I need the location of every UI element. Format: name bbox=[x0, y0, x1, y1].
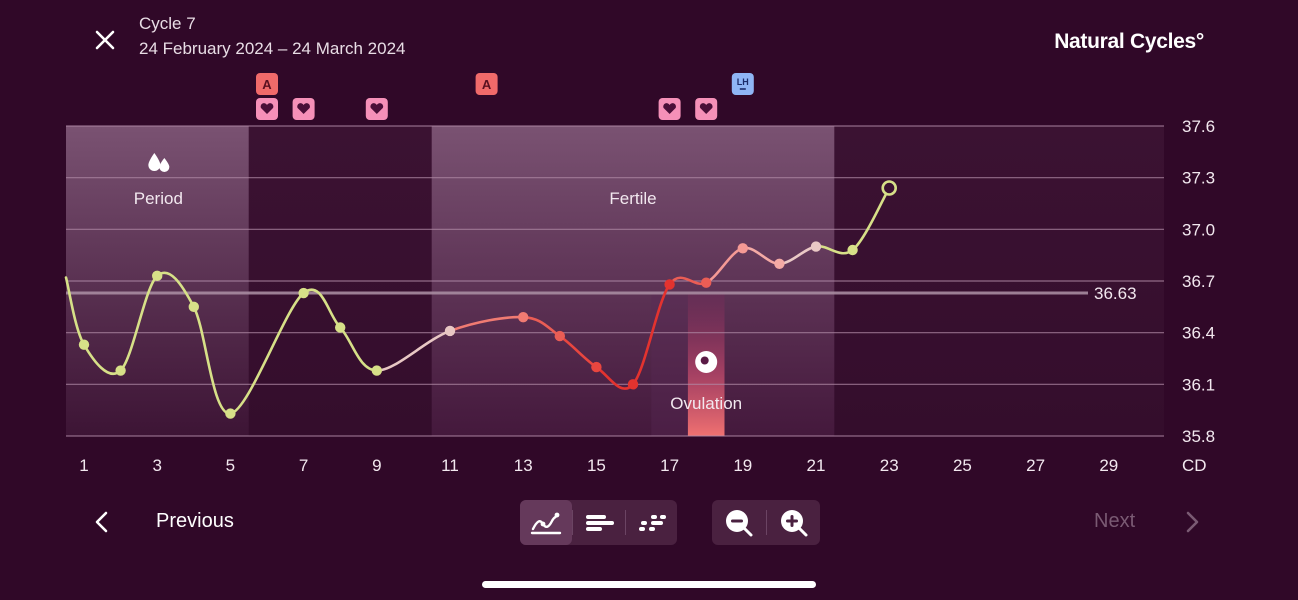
cycle-title: Cycle 7 bbox=[139, 14, 196, 33]
temperature-point[interactable] bbox=[591, 361, 602, 373]
drops-icon bbox=[148, 153, 170, 172]
bar-view-button[interactable] bbox=[573, 500, 625, 545]
x-tick-label: 19 bbox=[733, 456, 752, 475]
heart-icon bbox=[260, 103, 274, 114]
x-tick-label: 23 bbox=[880, 456, 899, 475]
dots-view-button[interactable] bbox=[626, 500, 677, 545]
temperature-line-segment bbox=[64, 276, 86, 347]
x-tick-label: 9 bbox=[372, 456, 381, 475]
zoom-in-icon bbox=[780, 509, 807, 536]
line-graph-view-button[interactable] bbox=[520, 500, 572, 545]
temperature-point[interactable] bbox=[774, 258, 785, 269]
temperature-point[interactable] bbox=[847, 244, 858, 256]
drop-shape bbox=[148, 153, 161, 171]
zoom-in-button[interactable] bbox=[767, 500, 820, 545]
x-tick-label: 25 bbox=[953, 456, 972, 475]
x-tick-label: 3 bbox=[152, 456, 161, 475]
temperature-point[interactable] bbox=[298, 287, 309, 299]
heart-icon bbox=[699, 103, 713, 114]
temperature-point[interactable] bbox=[225, 408, 236, 419]
x-tick-label: 27 bbox=[1026, 456, 1045, 475]
temperature-line-segment bbox=[192, 305, 232, 415]
next-button[interactable]: Next bbox=[1094, 510, 1136, 532]
zoom-out-icon bbox=[726, 509, 753, 536]
view-divider bbox=[572, 510, 573, 535]
temperature-line-segment bbox=[631, 283, 671, 386]
x-tick-label: 11 bbox=[441, 456, 459, 475]
temperature-point[interactable] bbox=[188, 301, 199, 313]
zoom-controls bbox=[712, 500, 820, 545]
temperature-chart[interactable]: Period Fertile Ovulation 37.6 37.3 37.0 36.7 36… bbox=[0, 0, 1298, 500]
temperature-point[interactable] bbox=[664, 279, 675, 290]
temperature-line-segment bbox=[375, 329, 452, 372]
y-tick-label: 37.6 bbox=[1182, 117, 1215, 136]
temperature-line-segment bbox=[302, 288, 342, 329]
temperature-point[interactable] bbox=[115, 365, 126, 376]
temperature-point[interactable] bbox=[554, 330, 565, 342]
y-tick-label: 37.3 bbox=[1182, 169, 1215, 188]
a-marker-label: A bbox=[482, 77, 492, 92]
heart-icon bbox=[663, 103, 676, 114]
drop-shape bbox=[159, 158, 170, 172]
egg-yolk bbox=[700, 356, 709, 365]
temperature-point[interactable] bbox=[78, 339, 90, 350]
zoom-out-button[interactable] bbox=[712, 500, 766, 545]
temperature-point[interactable] bbox=[152, 270, 163, 282]
heart-icon bbox=[370, 103, 384, 114]
a-marker-label: A bbox=[262, 77, 272, 92]
y-tick-label: 36.4 bbox=[1182, 324, 1215, 343]
fertile-label: Fertile bbox=[609, 189, 656, 208]
line-graph-icon bbox=[530, 512, 562, 534]
x-tick-label: 1 bbox=[79, 456, 88, 475]
x-tick-label: 15 bbox=[587, 456, 606, 475]
temperature-point[interactable] bbox=[810, 241, 822, 252]
ovulation-label: Ovulation bbox=[670, 394, 742, 413]
a-marker[interactable] bbox=[256, 73, 278, 95]
home-indicator[interactable] bbox=[482, 581, 816, 588]
x-tick-label: 7 bbox=[299, 456, 308, 475]
temperature-line-segment bbox=[229, 291, 305, 415]
y-tick-label: 36.7 bbox=[1182, 272, 1215, 291]
chevron-left-icon[interactable] bbox=[92, 510, 112, 534]
cycle-date-range: 24 February 2024 – 24 March 2024 bbox=[139, 39, 406, 58]
x-tick-label: 21 bbox=[807, 456, 826, 475]
y-tick-label: 36.1 bbox=[1182, 375, 1215, 394]
lh-marker-label: LH bbox=[737, 77, 749, 87]
a-marker[interactable] bbox=[475, 73, 498, 95]
x-tick-label: 5 bbox=[226, 456, 235, 475]
x-tick-label: 13 bbox=[514, 456, 533, 475]
heart-icon bbox=[297, 103, 310, 114]
temperature-point[interactable] bbox=[737, 243, 748, 254]
x-axis-label: CD bbox=[1182, 456, 1207, 475]
brand-logo: Natural Cycles° bbox=[1054, 30, 1204, 53]
temperature-point[interactable] bbox=[518, 311, 529, 323]
coverline-label: 36.63 bbox=[1094, 284, 1137, 303]
temperature-point[interactable] bbox=[627, 379, 639, 390]
zoom-divider bbox=[766, 510, 767, 535]
lh-marker[interactable] bbox=[731, 73, 754, 95]
x-tick-label: 29 bbox=[1099, 456, 1118, 475]
temperature-point[interactable] bbox=[444, 325, 456, 337]
chevron-right-icon[interactable] bbox=[1182, 510, 1202, 534]
y-tick-label: 35.8 bbox=[1182, 427, 1215, 446]
close-icon[interactable] bbox=[90, 25, 120, 55]
period-label: Period bbox=[134, 189, 183, 208]
temperature-point[interactable] bbox=[371, 365, 382, 376]
bottom-toolbar: Previous bbox=[0, 500, 1298, 545]
temperature-point-today[interactable] bbox=[881, 180, 898, 196]
y-tick-label: 37.0 bbox=[1182, 220, 1215, 239]
egg-icon bbox=[695, 351, 718, 373]
dots-icon bbox=[638, 514, 666, 531]
temperature-line-segment bbox=[119, 274, 159, 372]
temperature-point[interactable] bbox=[701, 277, 712, 288]
previous-button[interactable]: Previous bbox=[156, 510, 234, 532]
view-mode-toggle bbox=[520, 500, 677, 545]
temperature-point[interactable] bbox=[335, 322, 346, 333]
bars-icon bbox=[586, 514, 614, 531]
view-divider bbox=[625, 510, 626, 535]
x-tick-label: 17 bbox=[660, 456, 679, 475]
temperature-line-segment bbox=[448, 315, 525, 333]
